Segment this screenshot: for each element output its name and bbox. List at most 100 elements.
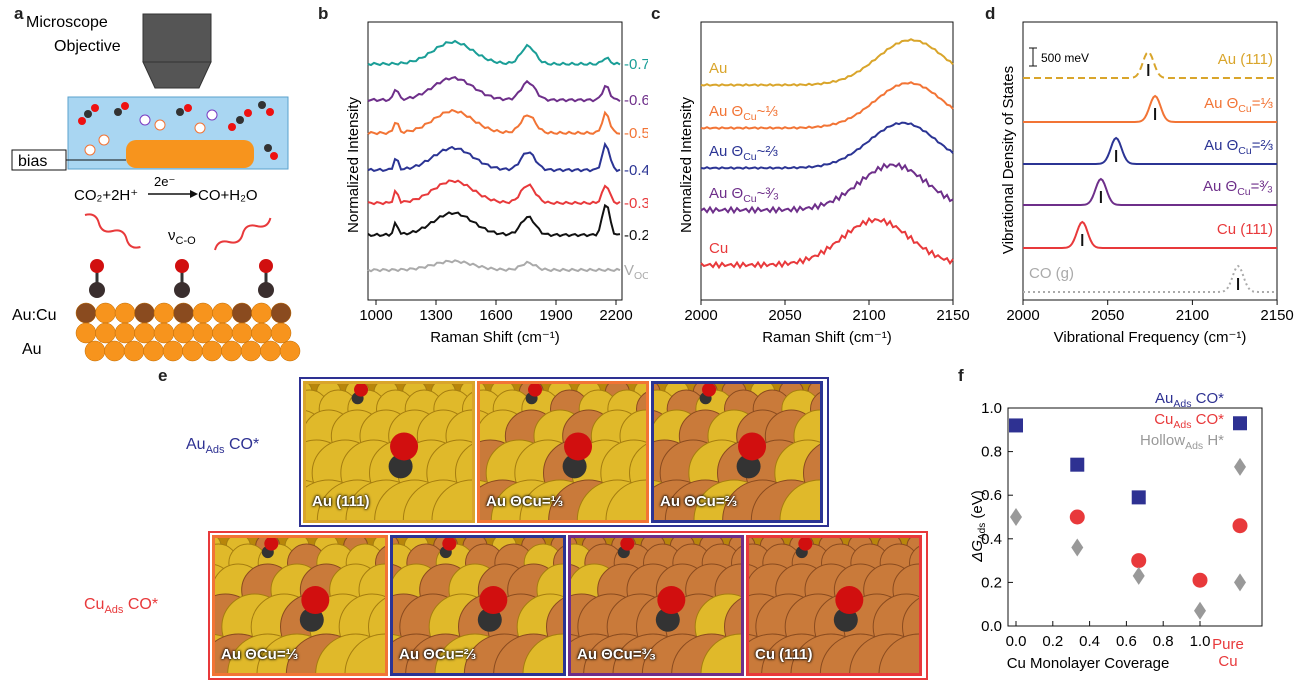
panel-c-series-labels: Au Au ΘCu~⅓ Au ΘCu~⅔ Au ΘCu~³⁄₃ Cu bbox=[709, 60, 779, 257]
series-label: Au (111) bbox=[1218, 51, 1273, 68]
tile-row2: Au ΘCu=⅔ bbox=[390, 535, 566, 676]
point-hollow-ads-h bbox=[1132, 566, 1145, 585]
electrode-particle bbox=[126, 140, 254, 168]
atom bbox=[95, 302, 116, 324]
row2-label: CuAds CO* bbox=[84, 596, 159, 617]
atom bbox=[221, 340, 242, 362]
atom bbox=[231, 322, 253, 344]
series-curve bbox=[1023, 264, 1277, 293]
series-curve bbox=[1023, 136, 1277, 165]
ytick-label: 0.4 bbox=[981, 531, 1002, 548]
panel-d-xlabel: Vibrational Frequency (cm⁻¹) bbox=[1054, 329, 1247, 346]
series-curve bbox=[367, 259, 621, 273]
atom bbox=[143, 340, 164, 362]
xtick-label: 1000 bbox=[359, 307, 392, 324]
reaction-right: CO+H₂O bbox=[198, 187, 258, 204]
adsorbed-co bbox=[89, 259, 274, 298]
series-curve bbox=[700, 161, 954, 215]
atom bbox=[192, 322, 214, 344]
series-label: -0.6 bbox=[624, 92, 648, 109]
panel-letter-f: f bbox=[958, 366, 964, 385]
series-label: Au ΘCu~³⁄₃ bbox=[709, 185, 779, 205]
objective-lens bbox=[142, 61, 212, 89]
layer-top-label: Au:Cu bbox=[12, 307, 56, 324]
panel-c-xlabel: Raman Shift (cm⁻¹) bbox=[762, 329, 892, 346]
panel-c-ylabel: Normalized Intensity bbox=[678, 97, 695, 233]
point-hollow-ads-h bbox=[1071, 538, 1084, 557]
xtick-label: 2050 bbox=[768, 307, 801, 324]
xtick-label: 0.8 bbox=[1153, 633, 1174, 650]
series-curve bbox=[700, 81, 954, 130]
atom bbox=[251, 302, 272, 324]
series-label: Au ΘCu=⅓ bbox=[1204, 95, 1273, 115]
series-label: CO (g) bbox=[1029, 265, 1074, 282]
xtick-label: 2150 bbox=[936, 307, 969, 324]
ytick-label: 0.0 bbox=[981, 618, 1002, 635]
point-hollow-ads-h bbox=[1234, 573, 1246, 592]
tile-label: Cu (111) bbox=[755, 646, 813, 663]
panel-f-legend: AuAds CO*CuAds CO*HollowAds H* bbox=[1140, 390, 1224, 452]
wave-right bbox=[214, 217, 272, 251]
point-cu-ads-co bbox=[1192, 572, 1208, 588]
xtick-label: 2150 bbox=[1260, 307, 1293, 324]
panel-b-xlabel: Raman Shift (cm⁻¹) bbox=[430, 329, 560, 346]
atom bbox=[162, 340, 184, 362]
tile-label: Au ΘCu=⅔ bbox=[399, 646, 477, 663]
panel-letter-e: e bbox=[158, 366, 168, 385]
xtick-label: 0.6 bbox=[1116, 633, 1137, 650]
point-au-ads-co bbox=[1131, 490, 1146, 505]
panel-c-raman-chart: Normalized Intensity 2000 2050 2100 2150 Au… bbox=[678, 21, 970, 346]
xtick-label: 0.0 bbox=[1006, 633, 1027, 650]
atom bbox=[251, 322, 272, 344]
atom bbox=[201, 340, 223, 362]
ytick-label: 0.8 bbox=[981, 444, 1002, 461]
point-au-ads-co bbox=[1233, 416, 1247, 431]
tile-row2: Au ΘCu=⅓ bbox=[212, 535, 388, 676]
tile-label: Au (111) bbox=[312, 493, 370, 510]
point-cu-ads-co bbox=[1131, 553, 1147, 569]
pure-label-1: Pure bbox=[1212, 636, 1244, 653]
point-cu-ads-co bbox=[1232, 518, 1248, 534]
atom bbox=[153, 322, 175, 344]
panel-c-frame bbox=[700, 21, 954, 301]
xtick-label: 2000 bbox=[1006, 307, 1039, 324]
layer-bottom-label: Au bbox=[22, 341, 42, 358]
vibration-label: νC-O bbox=[168, 227, 196, 247]
tile-label: Au ΘCu=⅓ bbox=[486, 493, 564, 510]
point-hollow-ads-h bbox=[1234, 457, 1246, 476]
atom bbox=[84, 340, 106, 362]
tile-row1: Au ΘCu=⅓ bbox=[477, 381, 649, 523]
atom bbox=[270, 322, 292, 344]
molecules bbox=[78, 101, 278, 160]
series-label: -0.2 bbox=[624, 227, 648, 244]
xtick-label: 1900 bbox=[539, 307, 572, 324]
series-label: Au bbox=[709, 60, 727, 77]
atom bbox=[173, 322, 194, 344]
point-hollow-ads-h bbox=[1194, 601, 1206, 620]
panel-d-series-labels: Au (111) Au ΘCu=⅓ Au ΘCu=⅔ Au ΘCu=³⁄₃ Cu (11… bbox=[1029, 51, 1273, 282]
atom bbox=[104, 340, 125, 362]
panel-d-vdos-chart: Vibrational Density of States 500 meV 20… bbox=[1000, 21, 1294, 346]
point-hollow-ads-h bbox=[1010, 508, 1022, 526]
objective-body bbox=[142, 13, 212, 63]
panel-d-frame bbox=[1022, 21, 1278, 301]
atom bbox=[260, 340, 281, 362]
xtick-label: 1300 bbox=[419, 307, 452, 324]
atom bbox=[123, 340, 145, 362]
ytick-label: 0.6 bbox=[981, 487, 1002, 504]
row2-frame bbox=[208, 531, 928, 680]
series-label: -0.5 bbox=[624, 125, 648, 142]
series-label: Au ΘCu~⅓ bbox=[709, 103, 778, 123]
xtick-label: 0.4 bbox=[1079, 633, 1100, 650]
series-label: -0.3 bbox=[624, 195, 648, 212]
series-label: -0.4 bbox=[624, 162, 648, 179]
series-curve bbox=[1023, 220, 1277, 249]
series-label: Au ΘCu=³⁄₃ bbox=[1203, 178, 1273, 198]
xtick-label: 2200 bbox=[599, 307, 632, 324]
series-label: VOC bbox=[624, 262, 648, 282]
series-curve bbox=[367, 39, 621, 67]
bias-label: bias bbox=[18, 153, 47, 170]
series-label: Au ΘCu~⅔ bbox=[709, 143, 778, 163]
series-curve bbox=[700, 38, 954, 87]
series-curve bbox=[367, 179, 621, 206]
